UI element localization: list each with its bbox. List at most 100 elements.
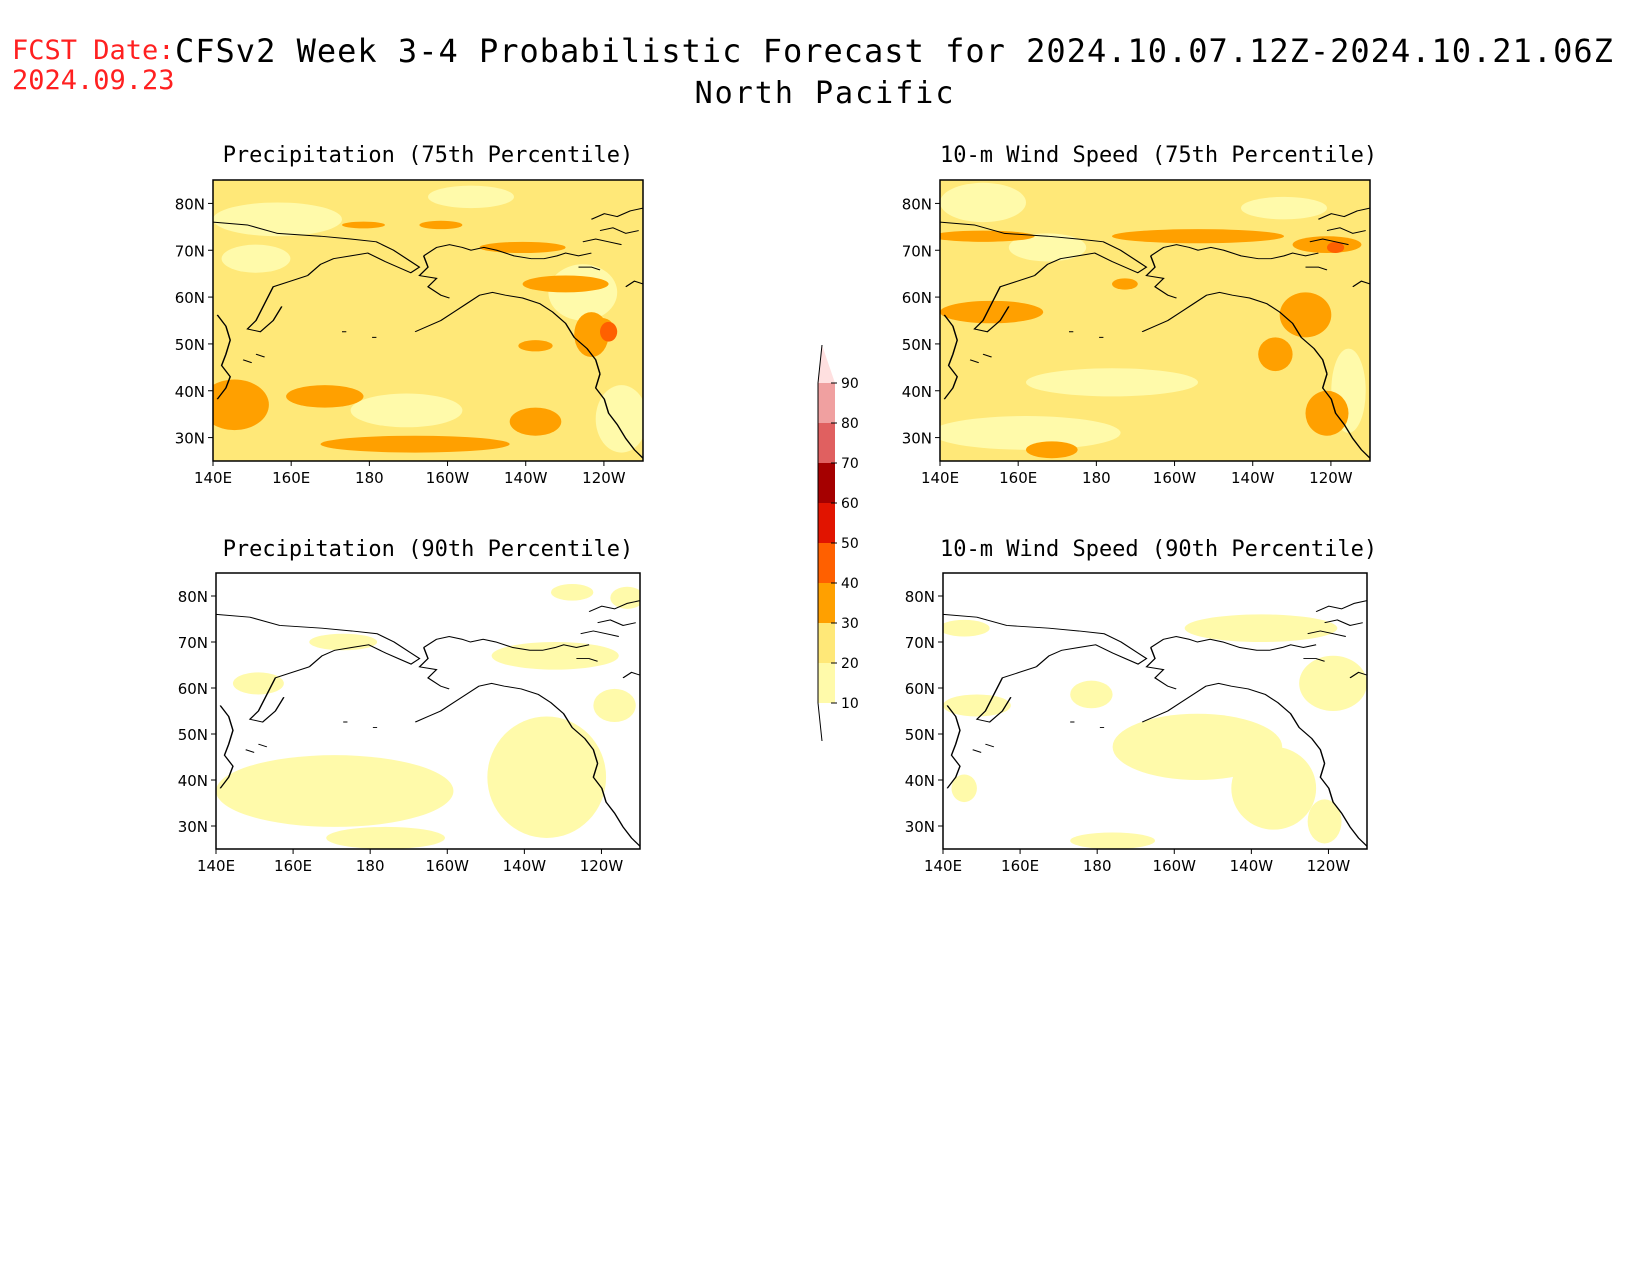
shading-region — [943, 694, 1011, 717]
shading-region — [1112, 278, 1138, 290]
probability-field — [940, 180, 1370, 461]
lat-tick-label: 50N — [905, 726, 935, 744]
colorbar-swatch — [818, 623, 835, 663]
shading-region — [232, 672, 284, 695]
lat-tick-label: 30N — [902, 430, 932, 448]
colorbar-swatch — [818, 543, 835, 583]
lon-tick-label: 160E — [1001, 857, 1039, 875]
shading-region — [342, 221, 385, 229]
colorbar-top-extension — [818, 345, 835, 383]
map-frame — [212, 179, 644, 462]
shading-region — [326, 826, 445, 849]
lon-tick-label: 140W — [1231, 469, 1275, 487]
colorbar: 10 20 30 40 50 60 70 80 90 — [817, 344, 859, 742]
lon-tick-label: 120W — [580, 857, 624, 875]
shading-region — [216, 755, 454, 827]
lon-tick-label: 160W — [1153, 857, 1197, 875]
colorbar-label: 20 — [841, 656, 859, 672]
lat-tick-label: 70N — [178, 634, 208, 652]
shading-region — [1112, 229, 1284, 244]
map-panel-wind-75: 80N 70N 60N 50N 40N 30N 140E 160E 180 160W 140W 120… — [902, 179, 1371, 487]
forecast-date-block: FCST Date: 2024.09.23 — [12, 36, 175, 96]
shading-region — [350, 393, 463, 428]
shading-region — [1258, 337, 1293, 372]
shading-region — [1008, 233, 1087, 262]
shading-region — [600, 321, 618, 342]
lon-tick-label: 180 — [1082, 469, 1111, 487]
shading-region — [428, 185, 514, 209]
panel-title-precip-75: Precipitation (75th Percentile) — [222, 143, 634, 168]
shading-region — [286, 385, 364, 408]
lat-tick-label: 70N — [175, 242, 205, 260]
shading-region — [1327, 241, 1345, 254]
lon-tick-label: 140E — [194, 469, 232, 487]
lon-tick-label: 120W — [582, 469, 626, 487]
shading-region — [487, 716, 607, 838]
lon-tick-label: 160W — [1153, 469, 1197, 487]
colorbar-label: 10 — [841, 696, 859, 712]
lat-tick-label: 60N — [178, 680, 208, 698]
lon-tick-label: 160E — [274, 857, 312, 875]
shading-region — [593, 688, 636, 723]
lat-tick-label: 30N — [905, 818, 935, 836]
shading-region — [940, 182, 1026, 223]
lon-tick-label: 160E — [999, 469, 1037, 487]
probability-field — [213, 180, 643, 461]
lat-tick-label: 40N — [902, 383, 932, 401]
map-panel-precip-75: 80N 70N 60N 50N 40N 30N 140E 160E 180 160W 140W 120… — [175, 179, 644, 487]
lon-tick-label: 160W — [426, 857, 470, 875]
shading-region — [1305, 390, 1349, 436]
lat-tick-label: 70N — [902, 242, 932, 260]
shading-region — [1241, 196, 1327, 220]
lon-tick-label: 180 — [356, 857, 385, 875]
lat-tick-label: 80N — [905, 588, 935, 606]
colorbar-label: 40 — [841, 576, 859, 592]
lon-tick-label: 120W — [1307, 857, 1351, 875]
shading-region — [1231, 746, 1317, 830]
lat-tick-label: 80N — [902, 195, 932, 213]
lat-tick-label: 60N — [175, 289, 205, 307]
region-subtitle: North Pacific — [694, 76, 956, 111]
shading-region — [509, 407, 562, 436]
lon-tick-label: 140W — [1230, 857, 1274, 875]
map-panels: 80N 70N 60N 50N 40N 30N 140E 160E 180 160W 140W 120… — [175, 179, 1371, 875]
lat-tick-label: 50N — [178, 726, 208, 744]
probability-field — [943, 573, 1367, 849]
shading-region — [550, 584, 594, 601]
lat-tick-label: 50N — [175, 336, 205, 354]
shading-region — [1070, 832, 1155, 849]
map-frame — [215, 572, 641, 850]
map-panel-wind-90: 80N 70N 60N 50N 40N 30N 140E 160E 180 160W 140W 120… — [905, 572, 1368, 875]
colorbar-swatch — [818, 503, 835, 543]
lat-tick-label: 30N — [175, 430, 205, 448]
lat-tick-label: 80N — [175, 195, 205, 213]
colorbar-bottom-extension — [818, 703, 835, 741]
page-title: CFSv2 Week 3-4 Probabilistic Forecast fo… — [175, 32, 1614, 70]
colorbar-swatch — [818, 663, 835, 703]
probability-field — [216, 573, 640, 849]
lat-tick-label: 30N — [178, 818, 208, 836]
forecast-date-label: FCST Date: — [12, 35, 175, 66]
lon-tick-label: 160W — [426, 469, 470, 487]
shading-region — [320, 435, 510, 453]
shading-region — [1292, 236, 1362, 254]
lat-tick-label: 50N — [902, 336, 932, 354]
colorbar-label: 70 — [841, 456, 859, 472]
lon-tick-label: 180 — [1083, 857, 1112, 875]
colorbar-outline — [817, 344, 823, 742]
shading-region — [1279, 292, 1332, 338]
shading-region — [940, 300, 1044, 324]
shading-region — [1184, 614, 1338, 642]
shading-region — [221, 244, 291, 273]
lat-tick-label: 40N — [175, 383, 205, 401]
lat-tick-label: 60N — [902, 289, 932, 307]
shading-region — [943, 619, 990, 637]
panel-title-precip-90: Precipitation (90th Percentile) — [222, 537, 634, 562]
shading-region — [309, 633, 378, 651]
lon-tick-label: 160E — [272, 469, 310, 487]
colorbar-swatch — [818, 383, 835, 423]
shading-region — [1112, 713, 1283, 780]
colorbar-swatch — [818, 423, 835, 463]
panel-title-wind-90: 10-m Wind Speed (90th Percentile) — [940, 537, 1378, 562]
colorbar-label: 60 — [841, 496, 859, 512]
